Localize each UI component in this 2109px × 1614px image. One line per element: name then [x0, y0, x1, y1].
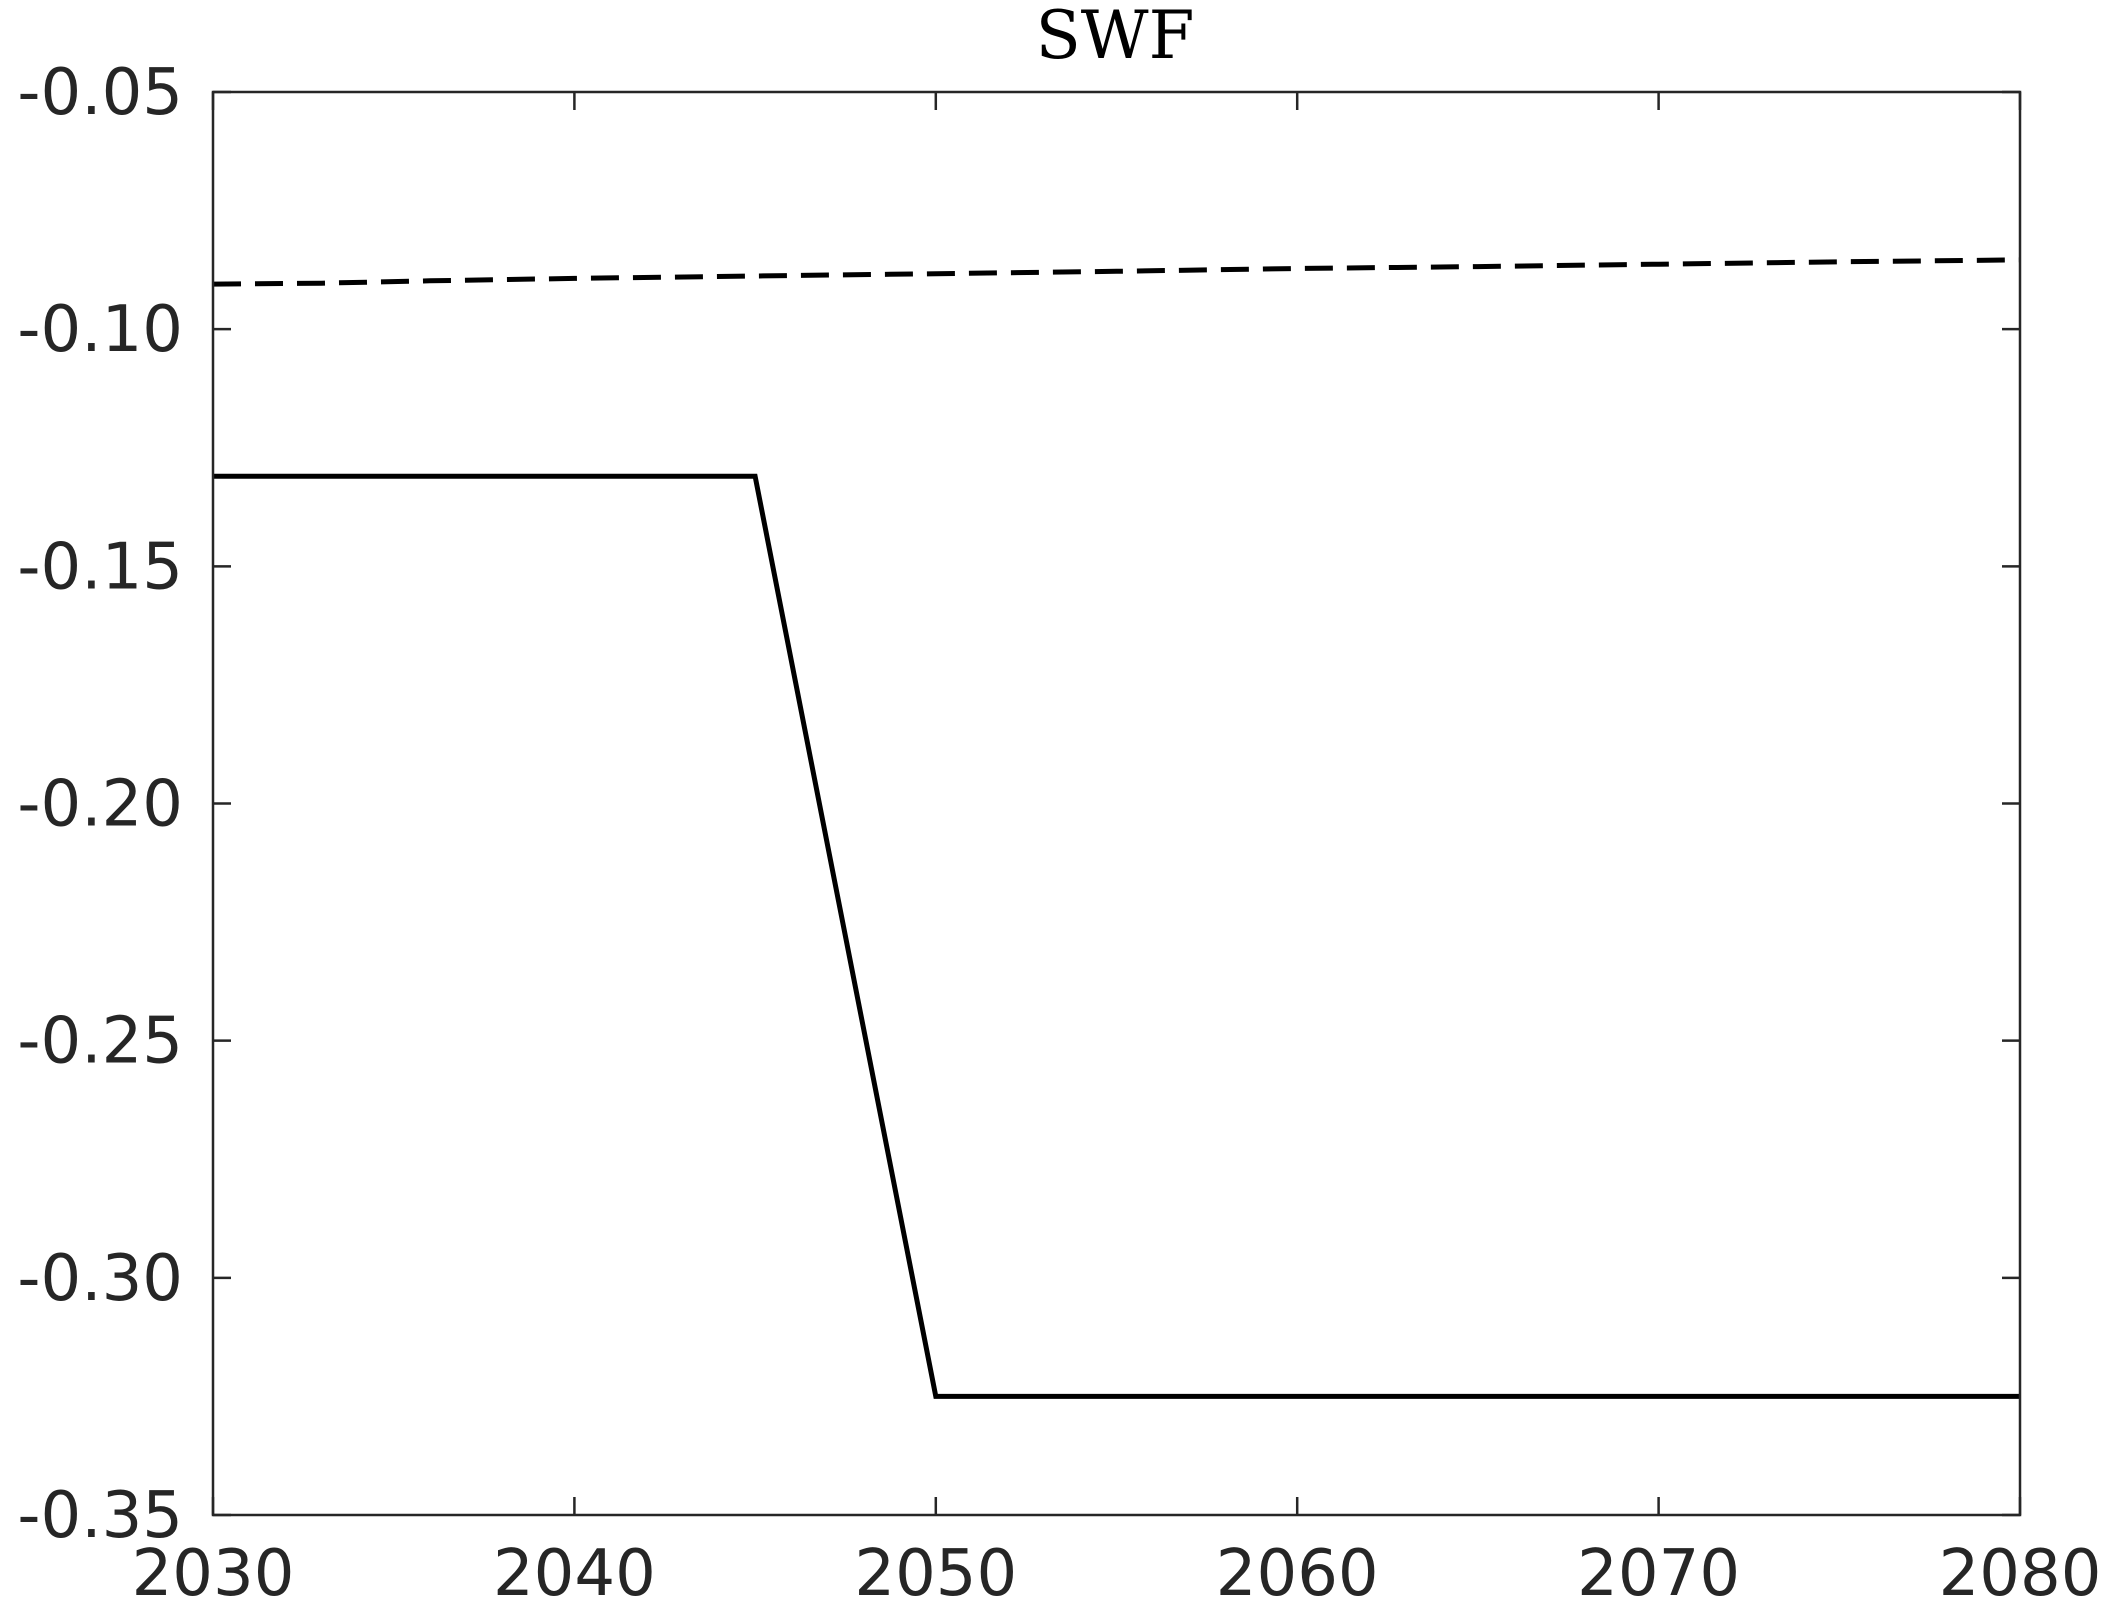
y-tick-label: -0.25 [17, 1005, 183, 1079]
y-tick-label: -0.35 [17, 1479, 183, 1553]
x-tick-label: 2050 [854, 1537, 1017, 1611]
solid-series-line [213, 473, 2020, 1399]
y-tick-label: -0.30 [17, 1242, 183, 1316]
y-tick-label: -0.20 [17, 768, 183, 842]
x-tick-label: 2040 [493, 1537, 656, 1611]
y-tick-label: -0.05 [17, 56, 183, 130]
chart-title: SWF [1036, 0, 1195, 74]
ticks-layer: 2030 2040 2050 2060 2070 2080 -0.05 -0.10 -0.15 -… [17, 56, 2101, 1611]
x-tick-label: 2030 [132, 1537, 295, 1611]
x-tick-label: 2060 [1216, 1537, 1379, 1611]
dashed-series-line [212, 257, 2021, 287]
plot-area-frame [211, 90, 2022, 1517]
y-tick-label: -0.15 [17, 530, 183, 604]
y-tick-label: -0.10 [17, 293, 183, 367]
series-layer [212, 257, 2021, 1399]
x-tick-label: 2080 [1939, 1537, 2102, 1611]
x-tick-label: 2070 [1577, 1537, 1740, 1611]
